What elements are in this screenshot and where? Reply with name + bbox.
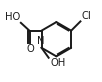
Text: Cl: Cl — [82, 11, 92, 21]
Text: HO: HO — [5, 12, 20, 22]
Text: O: O — [26, 44, 34, 54]
Text: OH: OH — [50, 58, 65, 68]
Text: N: N — [37, 36, 45, 46]
